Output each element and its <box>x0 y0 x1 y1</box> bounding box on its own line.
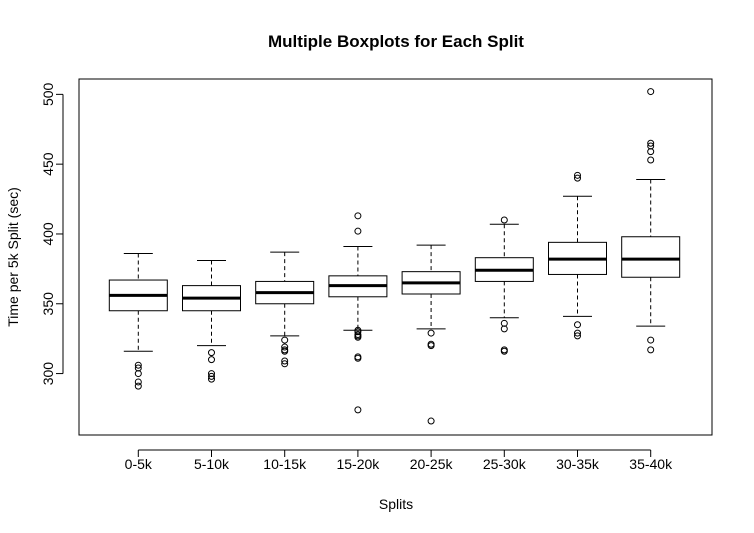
x-tick-label: 25-30k <box>483 456 527 472</box>
outlier-point <box>134 382 142 390</box>
outlier-point <box>208 349 215 357</box>
outlier-point <box>427 417 435 425</box>
x-tick-label: 5-10k <box>194 456 230 472</box>
x-tick-label: 0-5k <box>125 456 153 472</box>
box-20-25k <box>401 244 461 425</box>
box-10-15k <box>255 251 315 368</box>
outlier-point <box>574 329 581 337</box>
outlier-point <box>281 343 289 351</box>
outlier-point <box>208 372 215 380</box>
box-15-20k <box>328 212 388 414</box>
chart-title: Multiple Boxplots for Each Split <box>268 32 524 51</box>
outlier-point <box>134 378 142 386</box>
y-tick-label: 350 <box>40 292 56 316</box>
outlier-point <box>354 227 362 235</box>
outlier-point <box>281 360 289 368</box>
x-tick-label: 35-40k <box>629 456 673 472</box>
outlier-point <box>354 406 362 414</box>
outlier-point <box>500 216 508 224</box>
outlier-point <box>500 325 508 333</box>
outlier-point <box>574 332 581 340</box>
y-tick-label: 400 <box>40 222 56 246</box>
x-axis-label: Splits <box>379 496 413 512</box>
outlier-point <box>134 370 142 378</box>
y-tick-label: 300 <box>40 362 56 386</box>
box-0-5k <box>108 253 168 390</box>
outlier-point <box>134 361 142 369</box>
outlier-point <box>647 139 655 147</box>
outlier-point <box>354 333 362 341</box>
outlier-point <box>208 375 215 383</box>
y-tick-label: 500 <box>40 82 56 106</box>
outlier-point <box>647 148 655 156</box>
outlier-point <box>500 347 508 355</box>
x-axis: 0-5k 5-10k 10-15k 15-20k 20-25k 25-30k 30-35k 3… <box>125 449 673 472</box>
outlier-point <box>647 346 655 354</box>
box-25-30k <box>474 216 534 355</box>
x-tick-label: 20-25k <box>410 456 454 472</box>
y-tick-label: 450 <box>40 152 56 176</box>
outlier-point <box>647 88 655 96</box>
box-iqr <box>621 236 681 278</box>
outlier-point <box>208 356 215 364</box>
x-tick-label: 30-35k <box>556 456 600 472</box>
box-30-35k <box>548 171 607 340</box>
boxes <box>108 88 681 425</box>
y-axis-label: Time per 5k Split (sec) <box>5 187 21 327</box>
box-35-40k <box>621 88 681 354</box>
outlier-point <box>574 321 581 329</box>
x-tick-label: 10-15k <box>263 456 307 472</box>
box-5-10k <box>182 259 241 383</box>
outlier-point <box>647 336 655 344</box>
plot-frame <box>78 78 713 436</box>
outlier-point <box>281 336 289 344</box>
outlier-point <box>574 174 581 182</box>
outlier-point <box>354 354 362 362</box>
x-tick-label: 15-20k <box>336 456 380 472</box>
outlier-point <box>427 342 435 350</box>
outlier-point <box>354 212 362 220</box>
outlier-point <box>647 156 655 164</box>
outlier-point <box>427 329 435 337</box>
outlier-point <box>574 171 581 179</box>
y-axis: 300 350 400 450 500 <box>40 82 64 386</box>
outlier-point <box>281 347 289 355</box>
outlier-point <box>281 357 289 365</box>
